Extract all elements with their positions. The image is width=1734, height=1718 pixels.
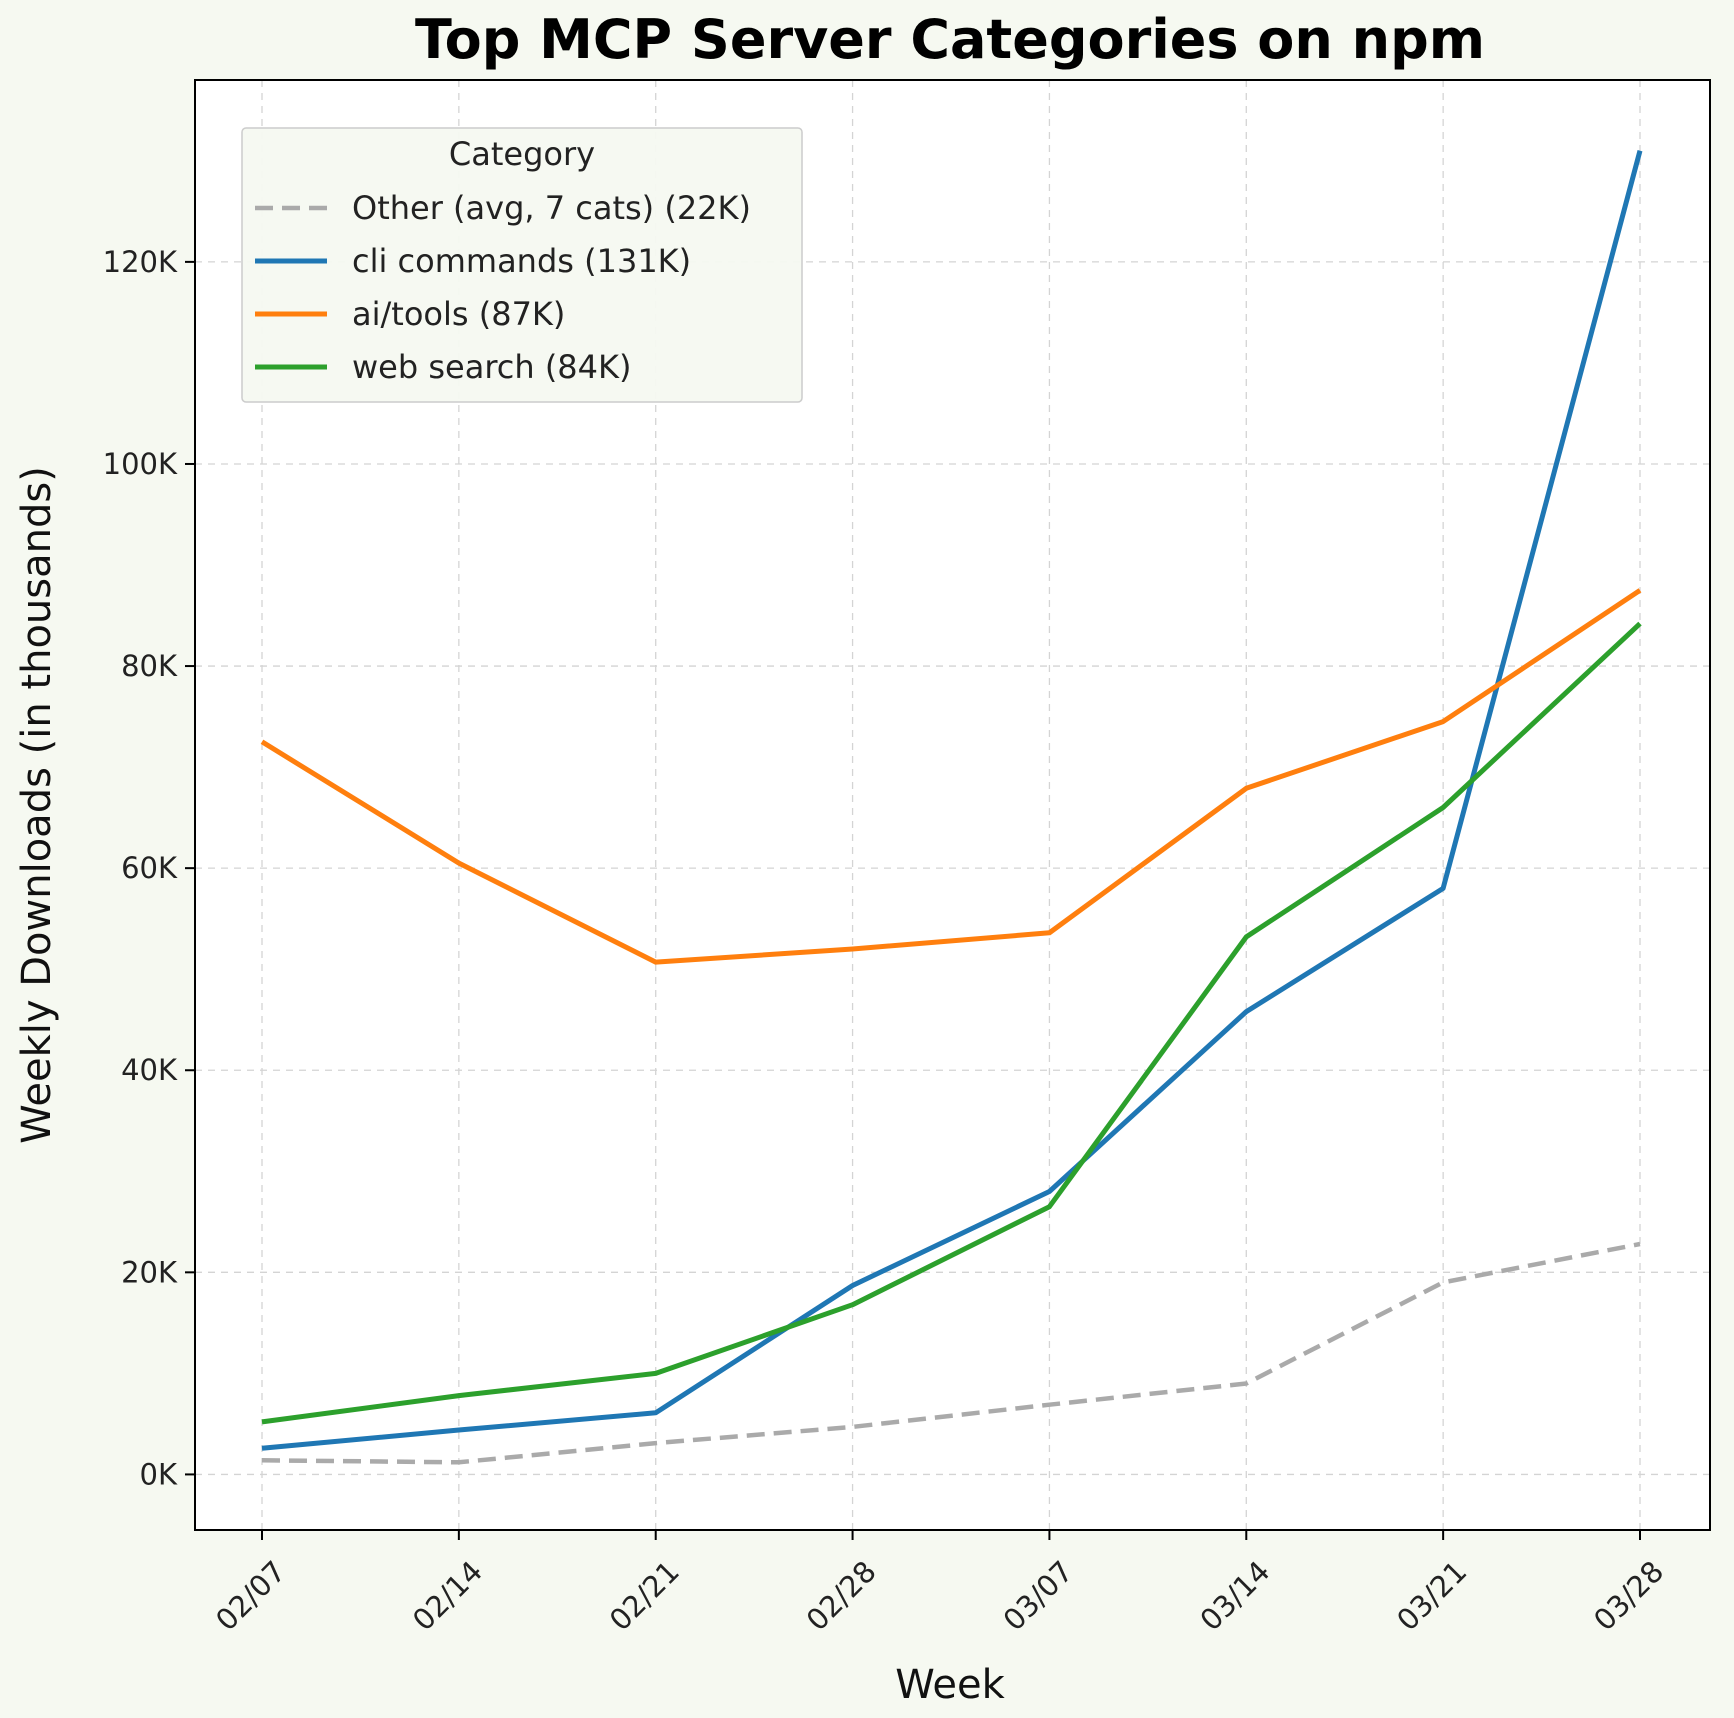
series-line [261, 150, 1643, 1451]
grid [195, 80, 1710, 1530]
y-axis-ticks: 0K 20K 40K 60K 80K 100K 120K [103, 245, 195, 1491]
x-tick-label: 03/21 [1390, 1554, 1473, 1637]
x-axis-label: Week [895, 1662, 1005, 1708]
x-axis-ticks: 02/07 02/14 02/21 02/28 03/07 03/14 03/21 03/28 [209, 1530, 1670, 1637]
y-tick-label: 40K [121, 1053, 178, 1087]
legend-label: cli commands (131K) [352, 242, 691, 280]
legend-title: Category [449, 135, 595, 173]
series-line [261, 1241, 1641, 1465]
x-tick-label: 03/28 [1587, 1554, 1670, 1637]
series-layer [260, 150, 1643, 1465]
plot-frame [194, 79, 1711, 1531]
chart-title: Top MCP Server Categories on npm [415, 8, 1485, 71]
series-line [260, 588, 1642, 965]
y-tick-label: 0K [140, 1457, 178, 1491]
legend-label: web search (84K) [352, 348, 631, 386]
y-tick-label: 80K [121, 649, 178, 683]
legend: Category Other (avg, 7 cats) (22K) cli co… [241, 127, 803, 403]
x-tick-label: 02/14 [406, 1554, 489, 1637]
legend-label: ai/tools (87K) [352, 295, 565, 333]
legend-label: Other (avg, 7 cats) (22K) [352, 189, 751, 227]
series-line [261, 621, 1642, 1425]
x-tick-label: 03/07 [997, 1554, 1080, 1637]
y-axis-label: Weekly Downloads (in thousands) [14, 466, 60, 1144]
x-tick-label: 02/21 [603, 1554, 686, 1637]
x-tick-label: 03/14 [1193, 1554, 1276, 1637]
y-tick-label: 100K [103, 447, 178, 481]
x-tick-label: 02/07 [209, 1554, 292, 1637]
y-tick-label: 20K [121, 1255, 178, 1289]
x-tick-label: 02/28 [800, 1554, 883, 1637]
y-tick-label: 120K [103, 245, 178, 279]
y-tick-label: 60K [121, 851, 178, 885]
legend-box [241, 127, 803, 403]
